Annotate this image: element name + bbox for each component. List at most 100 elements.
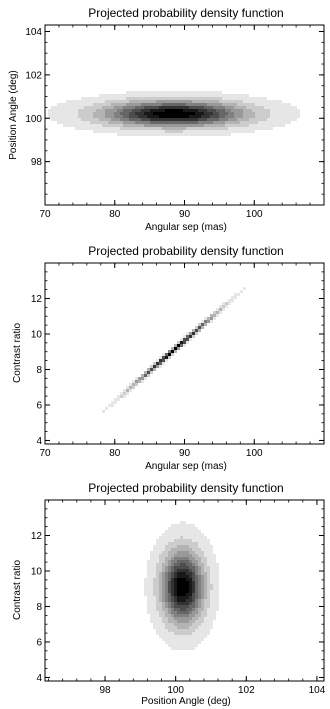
density-cell <box>198 569 201 572</box>
density-cell <box>96 103 99 106</box>
density-cell <box>285 118 288 121</box>
density-cell <box>291 106 294 109</box>
density-cell <box>282 103 285 106</box>
density-cell <box>117 97 120 100</box>
density-cell <box>126 124 129 127</box>
density-cell <box>171 608 174 611</box>
density-cell <box>234 112 237 115</box>
density-cell <box>222 97 225 100</box>
density-cell <box>291 115 294 118</box>
density-cell <box>183 94 186 97</box>
density-cell <box>171 599 174 602</box>
density-cell <box>174 130 177 133</box>
density-cell <box>264 127 267 130</box>
density-cell <box>150 590 153 593</box>
density-cell <box>150 371 153 374</box>
density-cell <box>174 121 177 124</box>
density-cell <box>132 127 135 130</box>
density-cell <box>87 109 90 112</box>
density-cell <box>57 121 60 124</box>
density-cell <box>135 380 138 383</box>
density-cell <box>135 377 138 380</box>
density-cell <box>153 118 156 121</box>
density-cell <box>192 103 195 106</box>
density-cell <box>228 112 231 115</box>
density-cell <box>174 554 177 557</box>
density-cell <box>204 133 207 136</box>
density-cell <box>114 103 117 106</box>
density-cell <box>204 551 207 554</box>
density-cell <box>165 127 168 130</box>
density-cell <box>90 103 93 106</box>
density-cell <box>291 109 294 112</box>
density-cell <box>180 611 183 614</box>
density-cell <box>150 605 153 608</box>
density-cell <box>120 395 123 398</box>
density-cell <box>237 124 240 127</box>
density-cell <box>171 560 174 563</box>
density-cell <box>183 647 186 650</box>
density-cell <box>87 127 90 130</box>
density-cell <box>171 578 174 581</box>
density-cell <box>201 536 204 539</box>
density-cell <box>213 118 216 121</box>
density-cell <box>168 106 171 109</box>
density-cell <box>168 629 171 632</box>
density-cell <box>150 569 153 572</box>
density-cell <box>132 386 135 389</box>
density-cell <box>153 575 156 578</box>
density-cell <box>177 647 180 650</box>
panel-1-density-image <box>48 91 300 136</box>
density-cell <box>210 617 213 620</box>
density-cell <box>147 587 150 590</box>
density-cell <box>240 103 243 106</box>
density-cell <box>171 353 174 356</box>
density-cell <box>201 100 204 103</box>
density-cell <box>147 590 150 593</box>
density-cell <box>270 115 273 118</box>
density-cell <box>126 106 129 109</box>
density-cell <box>162 566 165 569</box>
density-cell <box>69 109 72 112</box>
density-cell <box>72 121 75 124</box>
density-cell <box>159 356 162 359</box>
density-cell <box>105 97 108 100</box>
density-cell <box>210 575 213 578</box>
density-cell <box>123 109 126 112</box>
density-cell <box>192 94 195 97</box>
density-cell <box>96 106 99 109</box>
density-cell <box>162 359 165 362</box>
density-cell <box>198 641 201 644</box>
density-cell <box>189 536 192 539</box>
density-cell <box>81 106 84 109</box>
density-cell <box>165 118 168 121</box>
density-cell <box>204 575 207 578</box>
density-cell <box>195 602 198 605</box>
density-cell <box>192 551 195 554</box>
density-cell <box>108 127 111 130</box>
density-cell <box>195 554 198 557</box>
density-cell <box>156 548 159 551</box>
density-cell <box>135 112 138 115</box>
density-cell <box>282 112 285 115</box>
density-cell <box>201 320 204 323</box>
panel-3-plot-frame <box>44 499 325 682</box>
density-cell <box>270 121 273 124</box>
density-cell <box>159 581 162 584</box>
density-cell <box>93 109 96 112</box>
density-cell <box>294 115 297 118</box>
density-cell <box>183 563 186 566</box>
density-cell <box>153 121 156 124</box>
density-cell <box>276 100 279 103</box>
density-cell <box>192 596 195 599</box>
density-cell <box>150 572 153 575</box>
density-cell <box>255 100 258 103</box>
density-cell <box>63 106 66 109</box>
density-cell <box>123 124 126 127</box>
density-cell <box>156 94 159 97</box>
density-cell <box>102 121 105 124</box>
density-cell <box>174 602 177 605</box>
density-cell <box>114 112 117 115</box>
x-tick-label: 90 <box>179 448 191 459</box>
density-cell <box>159 572 162 575</box>
